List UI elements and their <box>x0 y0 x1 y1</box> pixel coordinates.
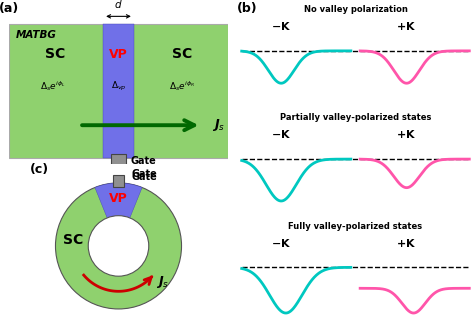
Text: Fully valley-polarized states: Fully valley-polarized states <box>289 222 422 231</box>
Text: $\mathbf{+K}$: $\mathbf{+K}$ <box>396 128 417 140</box>
Text: VP: VP <box>109 192 128 205</box>
Text: (b): (b) <box>237 2 258 15</box>
Bar <box>103 24 134 157</box>
Text: $\mathbf{-K}$: $\mathbf{-K}$ <box>271 128 292 140</box>
Bar <box>113 175 124 187</box>
Text: SC: SC <box>45 47 65 61</box>
Text: SC: SC <box>63 233 83 247</box>
Text: $\boldsymbol{J}_s$: $\boldsymbol{J}_s$ <box>156 275 170 291</box>
Text: $\Delta_s e^{i\phi_R}$: $\Delta_s e^{i\phi_R}$ <box>169 79 195 93</box>
Text: Gate: Gate <box>131 172 157 182</box>
Text: $\Delta_s e^{i\phi_L}$: $\Delta_s e^{i\phi_L}$ <box>40 79 66 93</box>
Text: Gate: Gate <box>131 169 157 179</box>
Text: $\mathbf{+K}$: $\mathbf{+K}$ <box>396 236 417 249</box>
Text: Partially valley-polarized states: Partially valley-polarized states <box>280 113 431 122</box>
Text: $\boldsymbol{J}_s$: $\boldsymbol{J}_s$ <box>212 117 226 133</box>
Text: VP: VP <box>109 48 128 61</box>
Text: (c): (c) <box>30 163 49 176</box>
Text: (a): (a) <box>0 2 19 15</box>
Text: $\Delta_{vp}$: $\Delta_{vp}$ <box>110 80 127 93</box>
Bar <box>9 24 228 157</box>
Circle shape <box>55 183 182 309</box>
Text: Gate: Gate <box>130 156 156 166</box>
Bar <box>111 154 126 166</box>
Text: SC: SC <box>172 47 192 61</box>
Text: No valley polarization: No valley polarization <box>303 5 408 14</box>
Text: $\mathbf{-K}$: $\mathbf{-K}$ <box>271 20 292 32</box>
Text: $\mathbf{+K}$: $\mathbf{+K}$ <box>396 20 417 32</box>
Text: MATBG: MATBG <box>16 30 57 40</box>
Text: $\mathbf{-K}$: $\mathbf{-K}$ <box>271 236 292 249</box>
Wedge shape <box>95 183 142 246</box>
Circle shape <box>88 216 149 276</box>
Text: $d$: $d$ <box>114 0 123 10</box>
